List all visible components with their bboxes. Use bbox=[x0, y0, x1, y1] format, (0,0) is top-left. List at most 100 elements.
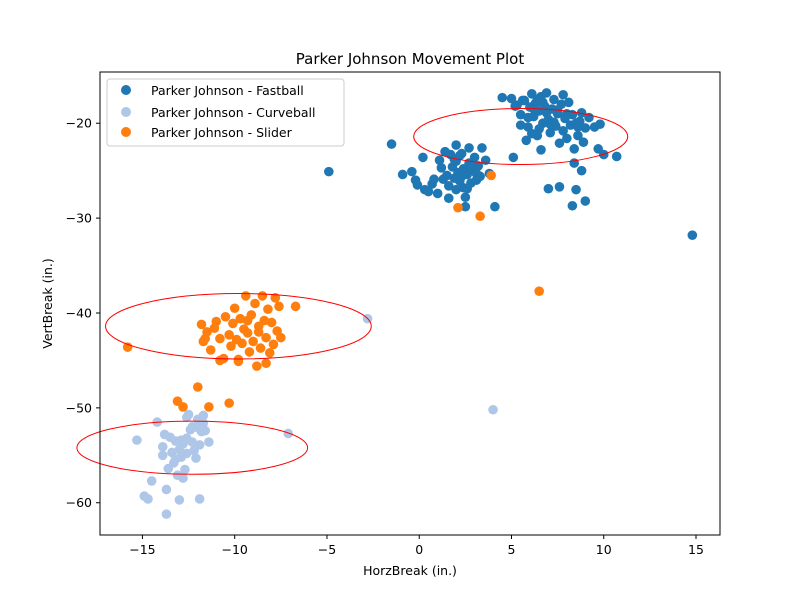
data-point bbox=[534, 286, 544, 296]
data-point bbox=[263, 304, 273, 314]
data-point bbox=[558, 89, 568, 100]
data-point bbox=[244, 347, 255, 357]
data-point bbox=[283, 428, 294, 439]
data-point bbox=[471, 168, 482, 179]
data-point bbox=[161, 484, 172, 495]
data-point bbox=[194, 440, 205, 450]
data-point bbox=[290, 301, 301, 312]
data-point bbox=[259, 315, 270, 326]
data-point bbox=[176, 435, 186, 445]
data-point bbox=[220, 311, 231, 322]
data-point bbox=[460, 201, 471, 212]
data-point bbox=[475, 211, 485, 222]
confidence-ellipse bbox=[413, 108, 629, 166]
x-axis: −15 −10 −5 0 5 10 15 bbox=[129, 535, 704, 557]
data-point bbox=[526, 128, 537, 139]
data-point bbox=[558, 126, 568, 136]
plot-area bbox=[76, 88, 698, 519]
legend-marker-curveball bbox=[121, 107, 131, 117]
data-point bbox=[132, 435, 142, 445]
x-tick-label: 5 bbox=[508, 542, 516, 557]
x-tick-label: −15 bbox=[129, 542, 155, 557]
data-point bbox=[543, 183, 554, 194]
data-point bbox=[229, 303, 240, 314]
data-point bbox=[460, 192, 471, 203]
data-point bbox=[538, 97, 548, 108]
data-point bbox=[215, 355, 225, 366]
data-point bbox=[178, 473, 188, 483]
confidence-ellipse bbox=[76, 420, 309, 475]
data-point bbox=[497, 92, 508, 103]
data-point bbox=[324, 166, 334, 177]
data-point bbox=[143, 494, 153, 504]
data-point bbox=[563, 97, 574, 108]
data-point bbox=[250, 298, 260, 309]
data-point bbox=[226, 341, 236, 351]
data-point bbox=[473, 161, 484, 171]
x-tick-label: 0 bbox=[415, 542, 423, 557]
data-point bbox=[466, 160, 476, 170]
data-point bbox=[211, 316, 222, 327]
x-tick-label: −10 bbox=[222, 542, 248, 557]
y-tick-label: −60 bbox=[66, 495, 92, 510]
data-point bbox=[224, 398, 234, 408]
data-point bbox=[490, 201, 500, 212]
data-point bbox=[228, 318, 238, 329]
legend-label-curveball: Parker Johnson - Curveball bbox=[151, 105, 316, 120]
data-point bbox=[443, 193, 454, 203]
data-point bbox=[576, 165, 587, 176]
data-point bbox=[536, 145, 546, 155]
data-point bbox=[573, 130, 583, 141]
legend-marker-slider bbox=[121, 127, 131, 137]
y-tick-label: −50 bbox=[66, 400, 92, 415]
data-point bbox=[161, 509, 172, 519]
data-point bbox=[464, 143, 474, 153]
data-point bbox=[233, 356, 244, 367]
data-point bbox=[593, 144, 604, 154]
data-point bbox=[264, 348, 275, 358]
data-point bbox=[569, 158, 580, 168]
data-point bbox=[242, 328, 253, 338]
legend-label-fastball: Parker Johnson - Fastball bbox=[151, 83, 304, 98]
data-point bbox=[412, 180, 423, 190]
data-point bbox=[146, 476, 157, 486]
data-point bbox=[276, 332, 286, 343]
data-point bbox=[541, 88, 552, 98]
data-point bbox=[486, 170, 496, 181]
data-point bbox=[200, 425, 210, 436]
data-point bbox=[242, 315, 253, 326]
series-curveball bbox=[132, 313, 498, 519]
data-point bbox=[274, 301, 284, 312]
confidence-ellipse bbox=[105, 293, 372, 360]
data-point bbox=[196, 319, 207, 330]
data-point bbox=[261, 358, 271, 369]
data-point bbox=[462, 183, 473, 194]
data-point bbox=[554, 138, 565, 148]
data-point bbox=[451, 140, 461, 150]
data-point bbox=[235, 313, 246, 324]
legend: Parker Johnson - Fastball Parker Johnson… bbox=[106, 78, 345, 147]
data-point bbox=[255, 343, 266, 353]
data-point bbox=[204, 402, 214, 412]
data-point bbox=[554, 182, 565, 192]
plot-frame bbox=[99, 71, 721, 536]
x-axis-label: HorzBreak (in.) bbox=[363, 563, 457, 578]
data-point bbox=[469, 152, 480, 163]
data-point bbox=[477, 143, 487, 153]
data-point bbox=[157, 450, 168, 461]
data-point bbox=[451, 184, 461, 195]
y-tick-label: −20 bbox=[66, 116, 92, 131]
data-point bbox=[453, 202, 463, 213]
data-point bbox=[257, 291, 268, 301]
data-point bbox=[517, 95, 528, 106]
data-point bbox=[198, 418, 209, 428]
data-point bbox=[541, 108, 552, 118]
data-point bbox=[180, 464, 190, 475]
data-point bbox=[434, 155, 445, 166]
y-tick-label: −30 bbox=[66, 211, 92, 226]
data-point bbox=[181, 448, 192, 459]
data-point bbox=[508, 152, 519, 163]
y-tick-label: −40 bbox=[66, 305, 92, 320]
series-fastball bbox=[324, 88, 698, 240]
data-point bbox=[456, 171, 467, 182]
